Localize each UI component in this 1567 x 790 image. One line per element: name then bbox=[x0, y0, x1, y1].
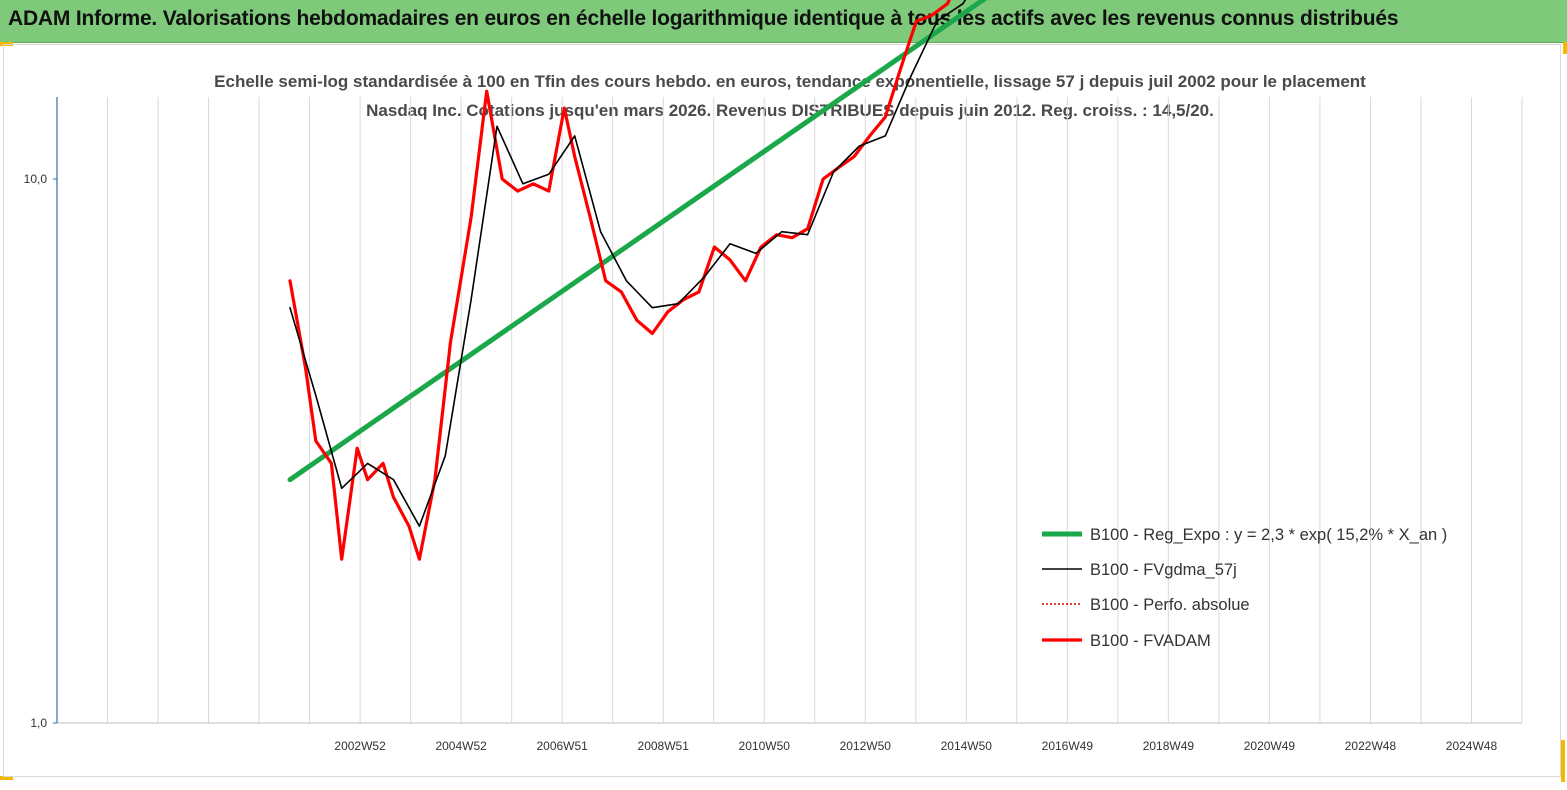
legend-label: B100 - Reg_Expo : y = 2,3 * exp( 15,2% *… bbox=[1090, 526, 1447, 544]
x-tick-label: 2008W51 bbox=[638, 739, 690, 753]
x-tick-label: 2014W50 bbox=[941, 739, 993, 753]
legend-label: B100 - FVADAM bbox=[1090, 632, 1211, 650]
series-line-1 bbox=[289, 0, 967, 528]
header-banner: ADAM Informe. Valorisations hebdomadaire… bbox=[0, 0, 1567, 43]
x-tick-label: 2006W51 bbox=[536, 739, 588, 753]
axes: 1,010,0100,02002W522004W522006W512008W51… bbox=[24, 97, 1522, 753]
chart-frame bbox=[3, 44, 1561, 777]
x-tick-label: 2004W52 bbox=[435, 739, 487, 753]
x-tick-label: 2022W48 bbox=[1345, 739, 1397, 753]
x-tick-label: 2016W49 bbox=[1042, 739, 1094, 753]
legend-label: B100 - FVgdma_57j bbox=[1090, 561, 1237, 579]
series bbox=[287, 0, 988, 561]
corner-mark-bottom-left bbox=[0, 776, 13, 780]
corner-mark-top-right bbox=[1563, 42, 1567, 54]
corner-mark-bottom-right bbox=[1561, 740, 1565, 782]
y-tick-label: 1,0 bbox=[30, 716, 47, 730]
x-tick-label: 2010W50 bbox=[739, 739, 791, 753]
grid bbox=[107, 97, 1523, 723]
legend: B100 - Reg_Expo : y = 2,3 * exp( 15,2% *… bbox=[1042, 526, 1447, 650]
series-line-3 bbox=[288, 0, 952, 561]
x-tick-label: 2020W49 bbox=[1244, 739, 1296, 753]
chart-title: Echelle semi-log standardisée à 100 en T… bbox=[214, 72, 1366, 120]
x-tick-label: 2002W52 bbox=[334, 739, 386, 753]
x-tick-label: 2012W50 bbox=[840, 739, 892, 753]
y-tick-label: 10,0 bbox=[24, 172, 48, 186]
banner-title: ADAM Informe. Valorisations hebdomadaire… bbox=[8, 7, 1399, 30]
x-tick-label: 2024W48 bbox=[1446, 739, 1498, 753]
x-tick-label: 2018W49 bbox=[1143, 739, 1195, 753]
series-line-0 bbox=[287, 0, 988, 483]
legend-label: B100 - Perfo. absolue bbox=[1090, 596, 1250, 614]
